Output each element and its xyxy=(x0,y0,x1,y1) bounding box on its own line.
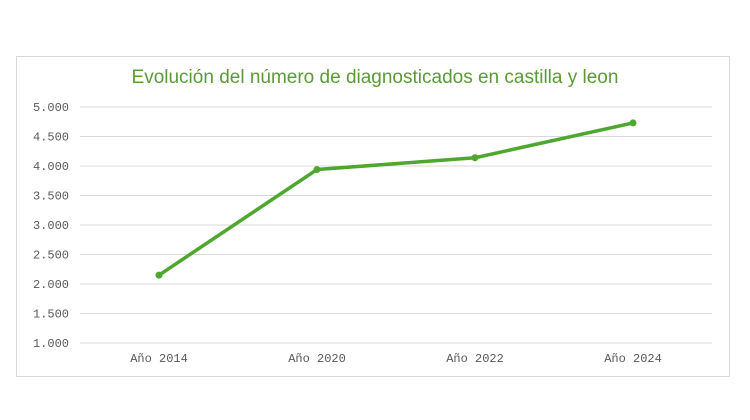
y-tick-label: 2.500 xyxy=(33,249,69,263)
data-point xyxy=(471,154,479,162)
y-tick-label: 1.000 xyxy=(33,337,69,351)
data-point xyxy=(313,166,321,174)
y-tick-label: 3.000 xyxy=(33,219,69,233)
chart-area xyxy=(16,56,730,377)
y-tick-label: 1.500 xyxy=(33,308,69,322)
x-tick-label: Año 2022 xyxy=(446,352,504,366)
y-tick-label: 2.000 xyxy=(33,278,69,292)
x-tick-label: Año 2014 xyxy=(130,352,188,366)
data-point xyxy=(629,119,637,127)
series-line xyxy=(158,121,634,277)
y-tick-label: 5.000 xyxy=(33,101,69,115)
y-tick-label: 4.000 xyxy=(33,160,69,174)
x-tick-label: Año 2024 xyxy=(604,352,662,366)
y-tick-label: 4.500 xyxy=(33,131,69,145)
y-tick-label: 3.500 xyxy=(33,190,69,204)
x-tick-label: Año 2020 xyxy=(288,352,346,366)
chart-title: Evolución del número de diagnosticados e… xyxy=(131,67,619,88)
data-point xyxy=(155,271,163,279)
